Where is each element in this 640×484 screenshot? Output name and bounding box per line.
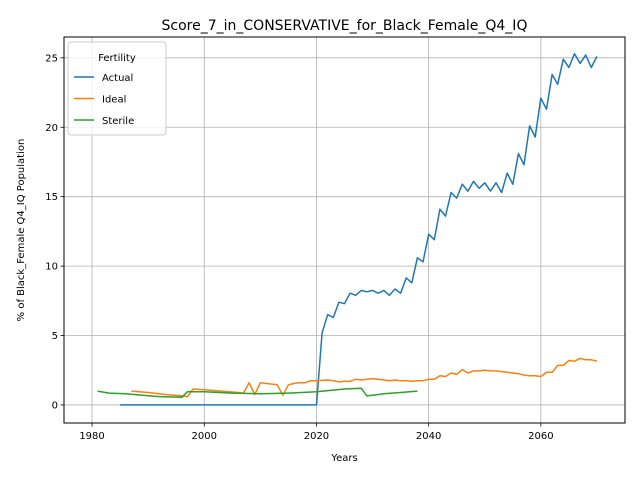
legend: Fertility Actual Ideal Sterile xyxy=(68,42,166,135)
x-tick-label: 2040 xyxy=(416,431,441,442)
x-tick-label: 1980 xyxy=(79,431,104,442)
y-tick-label: 15 xyxy=(45,192,58,203)
y-axis-label: % of Black_Female Q4_IQ Population xyxy=(16,139,27,322)
x-tick-label: 2060 xyxy=(528,431,553,442)
legend-title: Fertility xyxy=(98,53,136,64)
legend-label: Sterile xyxy=(102,116,134,127)
y-tick-label: 25 xyxy=(45,53,58,64)
legend-label: Actual xyxy=(102,73,133,84)
y-tick-label: 20 xyxy=(45,123,58,134)
x-tick-label: 2000 xyxy=(192,431,217,442)
y-tick-label: 0 xyxy=(52,400,58,411)
y-tick-label: 10 xyxy=(45,262,58,273)
y-tick-label: 5 xyxy=(52,331,58,342)
chart-title: Score_7_in_CONSERVATIVE_for_Black_Female… xyxy=(162,18,528,34)
x-tick-label: 2020 xyxy=(304,431,329,442)
x-axis-label: Years xyxy=(330,453,357,464)
legend-label: Ideal xyxy=(102,95,126,106)
